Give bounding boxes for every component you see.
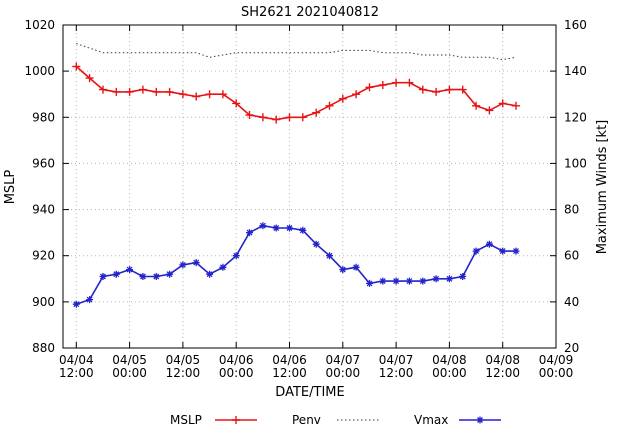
svg-text:100: 100: [564, 156, 587, 170]
svg-text:00:00: 00:00: [326, 366, 361, 380]
svg-text:00:00: 00:00: [432, 366, 467, 380]
svg-text:04/06: 04/06: [272, 353, 307, 367]
svg-text:960: 960: [32, 156, 55, 170]
y-tick-labels-right: 20 40 60 80 100 120 140 160: [564, 18, 587, 355]
svg-text:MSLP: MSLP: [170, 413, 202, 427]
svg-text:1020: 1020: [24, 18, 55, 32]
svg-text:160: 160: [564, 18, 587, 32]
plot-generated: 880 900 920 940 960 980 1000 1020 20 40 60 80 100 120…: [24, 18, 586, 427]
chart-title: SH2621 2021040812: [241, 5, 379, 20]
svg-text:12:00: 12:00: [485, 366, 520, 380]
svg-text:140: 140: [564, 64, 587, 78]
svg-text:12:00: 12:00: [166, 366, 201, 380]
axis-ticks: [63, 24, 557, 349]
svg-text:20: 20: [564, 341, 579, 355]
svg-text:Vmax: Vmax: [414, 413, 448, 427]
series-penv: [76, 43, 517, 61]
svg-text:04/08: 04/08: [485, 353, 520, 367]
legend: MSLP Penv Vmax: [170, 413, 501, 427]
svg-text:12:00: 12:00: [272, 366, 307, 380]
y-axis-label-right: Maximum Winds [kt]: [595, 120, 610, 255]
svg-text:04/04: 04/04: [59, 353, 94, 367]
svg-text:120: 120: [564, 110, 587, 124]
svg-text:880: 880: [32, 341, 55, 355]
svg-text:04/05: 04/05: [112, 353, 147, 367]
svg-text:04/09: 04/09: [539, 353, 574, 367]
svg-text:940: 940: [32, 203, 55, 217]
svg-text:980: 980: [32, 110, 55, 124]
svg-text:04/05: 04/05: [166, 353, 201, 367]
series-mslp: [72, 62, 520, 124]
x-tick-labels: 04/0412:0004/0500:0004/0512:0004/0600:00…: [59, 353, 573, 380]
x-axis-label: DATE/TIME: [275, 385, 344, 400]
svg-text:60: 60: [564, 249, 579, 263]
svg-text:80: 80: [564, 203, 579, 217]
y-tick-labels-left: 880 900 920 940 960 980 1000 1020: [24, 18, 55, 355]
svg-text:04/07: 04/07: [379, 353, 414, 367]
svg-text:900: 900: [32, 295, 55, 309]
svg-text:00:00: 00:00: [219, 366, 254, 380]
svg-text:12:00: 12:00: [59, 366, 94, 380]
plot-border: [62, 24, 557, 349]
svg-text:04/06: 04/06: [219, 353, 254, 367]
svg-text:1000: 1000: [24, 64, 55, 78]
grid: [63, 24, 557, 349]
svg-text:920: 920: [32, 249, 55, 263]
y-axis-label-left: MSLP: [3, 170, 18, 205]
svg-text:04/07: 04/07: [326, 353, 361, 367]
svg-text:Penv: Penv: [292, 413, 321, 427]
svg-text:40: 40: [564, 295, 579, 309]
series-vmax: [72, 222, 520, 308]
svg-text:00:00: 00:00: [539, 366, 574, 380]
svg-text:12:00: 12:00: [379, 366, 414, 380]
svg-text:00:00: 00:00: [112, 366, 147, 380]
svg-text:04/08: 04/08: [432, 353, 467, 367]
